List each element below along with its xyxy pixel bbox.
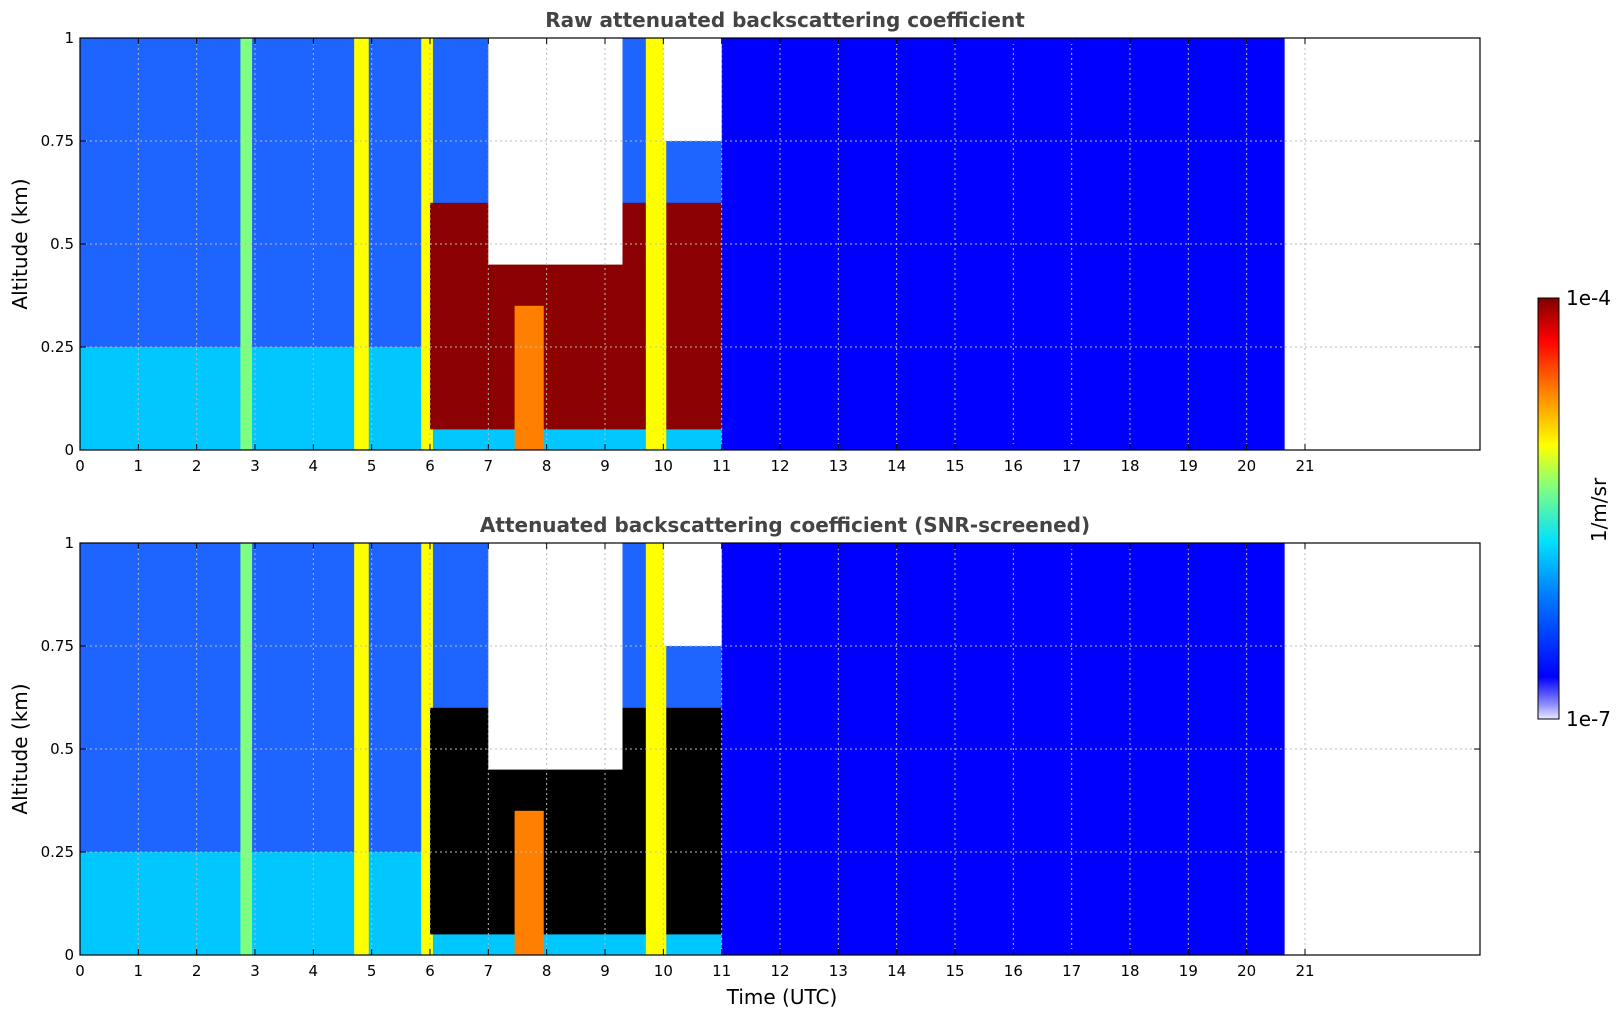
x-ticks: 0 1 2 3 4 5 6 7 8 9 10 11 12 13 14 15 16 17 18 19 20 21 [75,543,1315,980]
x-tick-label: 4 [309,457,319,475]
x-tick-label: 0 [75,457,85,475]
x-tick-label: 12 [770,457,789,475]
x-tick-label: 18 [1120,962,1139,980]
x-tick-label: 15 [945,962,964,980]
x-tick-label: 5 [367,962,377,980]
x-tick-label: 11 [712,457,731,475]
x-tick-label: 9 [600,962,610,980]
chart-title: Attenuated backscattering coefficient (S… [480,513,1090,537]
x-tick-label: 1 [134,457,144,475]
heatmap-region-band-7.7 [514,305,544,450]
x-tick-label: 2 [192,457,202,475]
colorbar: 1e-4 1e-7 1/m/sr [1537,286,1611,731]
y-axis-label: Altitude (km) [8,178,32,309]
x-tick-label: 14 [887,457,906,475]
chart-title: Raw attenuated backscattering coefficien… [545,8,1025,32]
x-tick-label: 4 [309,962,319,980]
x-tick-label: 13 [829,457,848,475]
x-tick-label: 10 [654,457,673,475]
y-tick-label: 0.5 [50,740,74,758]
heatmap-region-band-5.9 [421,38,433,450]
gridlines [80,543,1480,955]
colorbar-label: 1/m/sr [1587,477,1611,542]
y-tick-label: 0 [64,441,74,459]
heatmap-area [80,543,1285,955]
x-tick-label: 6 [425,457,435,475]
x-tick-label: 8 [542,457,552,475]
y-tick-label: 0 [64,946,74,964]
x-tick-label: 17 [1062,457,1081,475]
x-tick-label: 16 [1004,457,1023,475]
x-tick-label: 18 [1120,457,1139,475]
x-tick-label: 21 [1295,962,1314,980]
colorbar-max-label: 1e-4 [1566,286,1611,310]
x-tick-label: 20 [1237,457,1256,475]
x-tick-label: 12 [770,962,789,980]
x-tick-label: 7 [484,962,494,980]
x-tick-label: 9 [600,457,610,475]
x-tick-label: 14 [887,962,906,980]
x-tick-label: 3 [250,457,260,475]
heatmap-area [80,38,1285,450]
colorbar-gradient [1537,297,1560,720]
x-tick-label: 19 [1179,457,1198,475]
y-tick-label: 1 [64,29,74,47]
x-tick-label: 11 [712,962,731,980]
heatmap-region-band-5.9 [421,543,433,955]
x-tick-label: 3 [250,962,260,980]
x-tick-label: 19 [1179,962,1198,980]
x-tick-label: 2 [192,962,202,980]
x-axis-label: Time (UTC) [726,985,838,1009]
x-tick-label: 5 [367,457,377,475]
x-tick-label: 6 [425,962,435,980]
x-tick-label: 16 [1004,962,1023,980]
x-tick-label: 20 [1237,962,1256,980]
y-tick-label: 0.25 [41,338,74,356]
heatmap-region-band-7.7 [514,810,544,955]
heatmap-region-missing-upper-2 [663,38,722,141]
y-ticks: 0 0.25 0.5 0.75 1 [41,29,1480,459]
x-tick-label: 1 [134,962,144,980]
x-ticks: 0 1 2 3 4 5 6 7 8 9 10 11 12 13 14 15 16 17 18 19 20 21 [75,38,1315,475]
x-tick-label: 7 [484,457,494,475]
heatmap-region-missing-upper [488,543,623,770]
panel-raw: Raw attenuated backscattering coefficien… [8,8,1481,475]
y-tick-label: 0.25 [41,843,74,861]
y-tick-label: 0.5 [50,235,74,253]
x-tick-label: 8 [542,962,552,980]
x-tick-label: 10 [654,962,673,980]
colorbar-min-label: 1e-7 [1566,707,1611,731]
y-tick-label: 0.75 [41,637,74,655]
y-tick-label: 0.75 [41,132,74,150]
x-tick-label: 17 [1062,962,1081,980]
gridlines [80,38,1480,450]
heatmap-region-missing-upper [488,38,623,265]
y-tick-label: 1 [64,534,74,552]
y-ticks: 0 0.25 0.5 0.75 1 [41,534,1480,964]
heatmap-region-missing-upper-2 [663,543,722,646]
panel-snr: Attenuated backscattering coefficient (S… [8,513,1481,1009]
x-tick-label: 0 [75,962,85,980]
x-tick-label: 13 [829,962,848,980]
x-tick-label: 21 [1295,457,1314,475]
x-tick-label: 15 [945,457,964,475]
y-axis-label: Altitude (km) [8,683,32,814]
